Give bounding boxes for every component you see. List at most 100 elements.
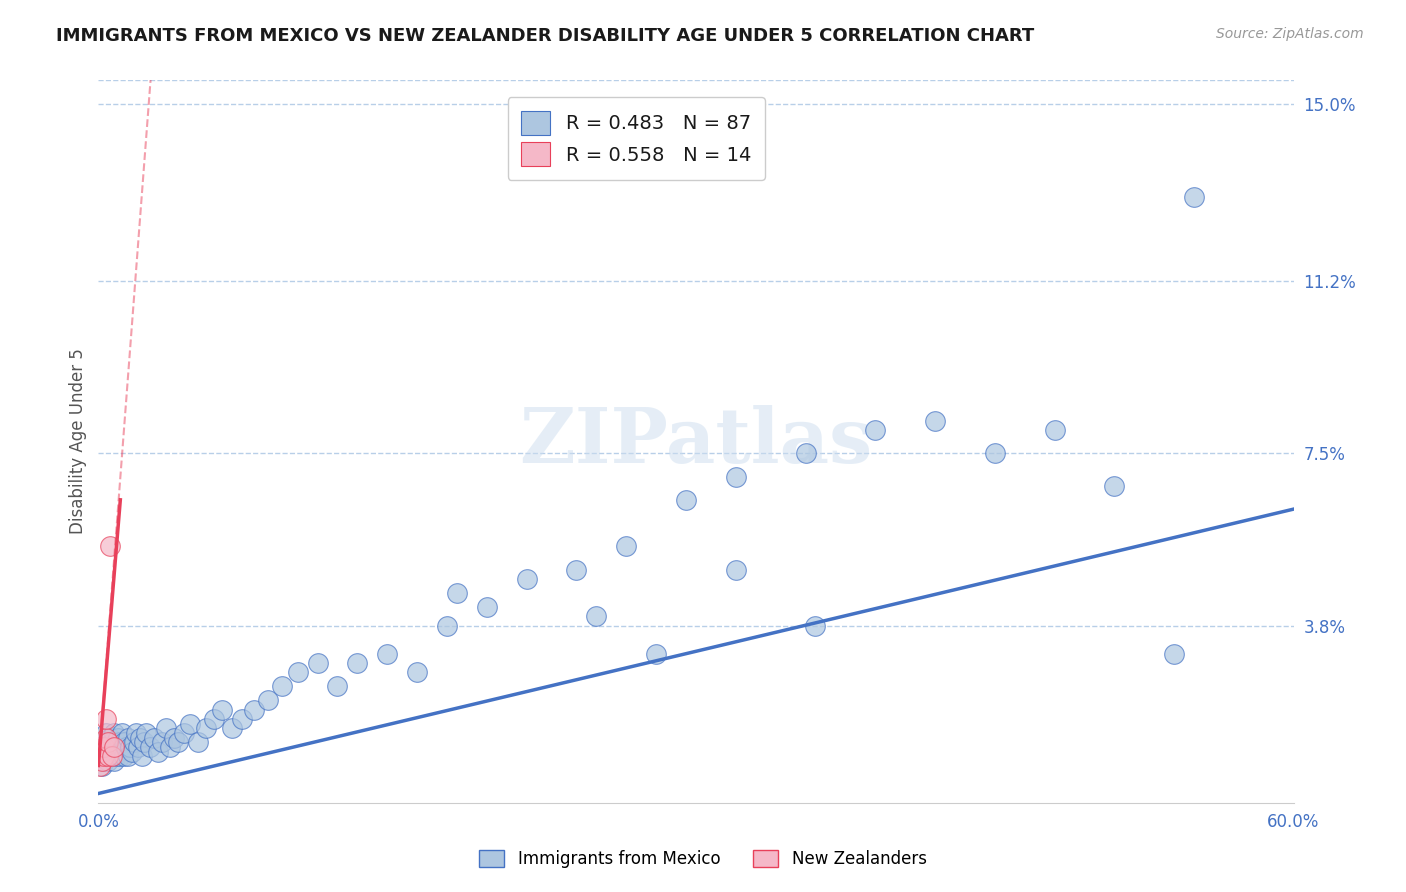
Point xyxy=(211,702,233,716)
Point xyxy=(127,739,149,754)
Point xyxy=(346,656,368,670)
Point xyxy=(406,665,429,680)
Point xyxy=(97,745,120,759)
Point xyxy=(98,540,122,554)
Point xyxy=(120,739,142,754)
Point xyxy=(794,446,817,460)
Point xyxy=(446,586,468,600)
Point xyxy=(187,735,209,749)
Point xyxy=(129,731,152,745)
Point xyxy=(804,618,827,632)
Point xyxy=(121,745,143,759)
Point xyxy=(865,423,887,437)
Point xyxy=(117,731,139,745)
Point xyxy=(1104,479,1126,493)
Point xyxy=(256,693,278,707)
Point xyxy=(131,749,153,764)
Point xyxy=(436,618,458,632)
Point xyxy=(1182,190,1205,204)
Point xyxy=(101,749,124,764)
Point xyxy=(89,749,111,764)
Point xyxy=(101,735,124,749)
Point xyxy=(307,656,329,670)
Point xyxy=(112,735,135,749)
Point xyxy=(103,739,125,754)
Point xyxy=(150,735,173,749)
Point xyxy=(167,735,190,749)
Point xyxy=(287,665,309,680)
Point xyxy=(134,735,156,749)
Point xyxy=(111,739,134,754)
Text: ZIPatlas: ZIPatlas xyxy=(519,405,873,478)
Point xyxy=(96,712,118,726)
Point xyxy=(103,754,125,768)
Point xyxy=(107,731,129,745)
Point xyxy=(105,749,128,764)
Y-axis label: Disability Age Under 5: Disability Age Under 5 xyxy=(69,349,87,534)
Point xyxy=(89,739,111,754)
Text: IMMIGRANTS FROM MEXICO VS NEW ZEALANDER DISABILITY AGE UNDER 5 CORRELATION CHART: IMMIGRANTS FROM MEXICO VS NEW ZEALANDER … xyxy=(56,27,1035,45)
Point xyxy=(93,754,115,768)
Point xyxy=(96,739,118,754)
Point xyxy=(724,563,747,577)
Point xyxy=(202,712,225,726)
Point xyxy=(645,647,668,661)
Point xyxy=(96,726,118,740)
Point xyxy=(614,540,637,554)
Point xyxy=(159,739,181,754)
Point xyxy=(585,609,607,624)
Point xyxy=(93,749,115,764)
Point xyxy=(270,679,292,693)
Point xyxy=(516,572,538,586)
Point xyxy=(98,739,122,754)
Point xyxy=(91,758,114,772)
Point xyxy=(675,492,697,507)
Point xyxy=(98,731,122,745)
Point xyxy=(221,721,243,735)
Legend: Immigrants from Mexico, New Zealanders: Immigrants from Mexico, New Zealanders xyxy=(472,843,934,875)
Point xyxy=(375,647,398,661)
Point xyxy=(91,745,114,759)
Point xyxy=(326,679,349,693)
Legend: R = 0.483   N = 87, R = 0.558   N = 14: R = 0.483 N = 87, R = 0.558 N = 14 xyxy=(508,97,765,179)
Point xyxy=(96,749,118,764)
Point xyxy=(93,735,115,749)
Point xyxy=(724,469,747,483)
Point xyxy=(115,739,138,754)
Point xyxy=(93,745,115,759)
Point xyxy=(98,749,122,764)
Point xyxy=(91,739,114,754)
Point xyxy=(110,749,132,764)
Point xyxy=(195,721,218,735)
Point xyxy=(91,754,114,768)
Text: Source: ZipAtlas.com: Source: ZipAtlas.com xyxy=(1216,27,1364,41)
Point xyxy=(124,735,146,749)
Point xyxy=(97,735,120,749)
Point xyxy=(139,739,162,754)
Point xyxy=(97,754,120,768)
Point xyxy=(103,739,125,754)
Point xyxy=(117,749,139,764)
Point xyxy=(1043,423,1066,437)
Point xyxy=(101,745,124,759)
Point xyxy=(148,745,170,759)
Point xyxy=(96,731,118,745)
Point xyxy=(111,726,134,740)
Point xyxy=(143,731,166,745)
Point xyxy=(97,735,120,749)
Point xyxy=(97,749,120,764)
Point xyxy=(565,563,588,577)
Point xyxy=(107,745,129,759)
Point xyxy=(924,413,946,427)
Point xyxy=(1163,647,1185,661)
Point xyxy=(984,446,1007,460)
Point xyxy=(231,712,253,726)
Point xyxy=(179,716,201,731)
Point xyxy=(475,600,498,615)
Point xyxy=(135,726,157,740)
Point xyxy=(105,735,128,749)
Point xyxy=(110,735,132,749)
Point xyxy=(125,726,148,740)
Point xyxy=(243,702,266,716)
Point xyxy=(173,726,195,740)
